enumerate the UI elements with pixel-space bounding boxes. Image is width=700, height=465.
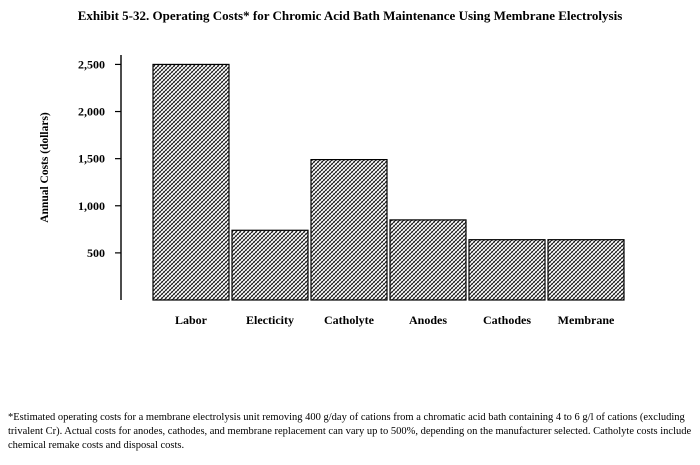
y-tick-label: 1,000: [78, 199, 105, 213]
bar-catholyte: [310, 158, 388, 301]
x-tick-label: Labor: [175, 313, 208, 327]
bar-membrane: [547, 239, 625, 301]
bar-labor: [152, 63, 230, 301]
x-tick-label: Electicity: [246, 313, 294, 327]
x-tick-label: Membrane: [558, 313, 615, 327]
bar-chart: 500 1,000 1,500 2,000 2,500 Annual Costs (dol…: [39, 55, 625, 327]
bar-anodes: [389, 219, 467, 301]
chart-title: Exhibit 5-32. Operating Costs* for Chrom…: [77, 8, 623, 23]
footnote: *Estimated operating costs for a membran…: [8, 412, 692, 451]
x-tick-label: Catholyte: [324, 313, 375, 327]
y-tick-label: 1,500: [78, 152, 105, 166]
y-tick-label: 500: [87, 246, 105, 260]
bar-cathodes: [468, 239, 546, 301]
y-tick-label: 2,500: [78, 57, 105, 71]
y-axis-title: Annual Costs (dollars): [39, 112, 51, 223]
bar-electicity: [231, 229, 309, 301]
x-tick-label: Anodes: [409, 313, 447, 327]
x-tick-label: Cathodes: [483, 313, 531, 327]
y-tick-label: 2,000: [78, 105, 105, 119]
